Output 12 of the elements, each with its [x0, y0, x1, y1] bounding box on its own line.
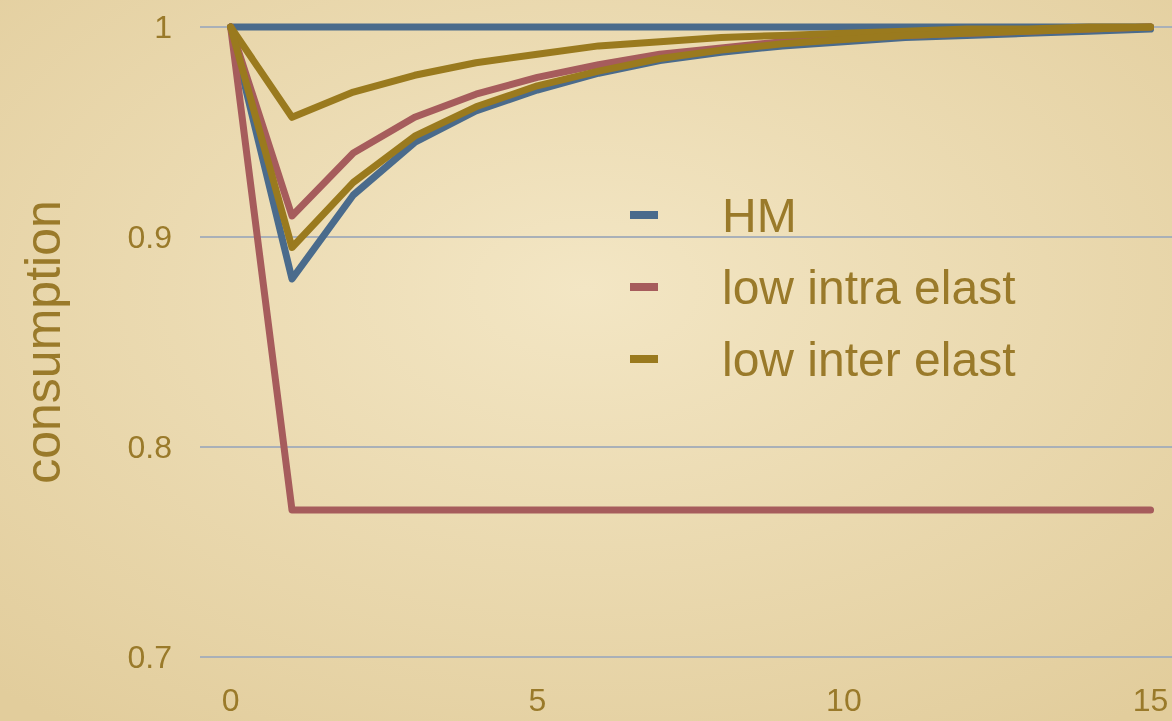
y-tick-label: 0.7	[127, 639, 172, 676]
legend-label: low inter elast	[722, 332, 1016, 386]
x-tick-label: 10	[826, 682, 862, 718]
y-tick-label: 0.8	[127, 429, 172, 466]
x-tick-label: 0	[221, 682, 240, 718]
x-tick-label: 15	[1132, 682, 1169, 718]
y-axis-title: consumption	[15, 200, 71, 484]
legend-label: low intra elast	[722, 260, 1016, 314]
legend-label: HM	[722, 188, 797, 242]
y-tick-label: 1	[154, 9, 172, 46]
x-tick-label: 5	[528, 682, 547, 718]
y-tick-label: 0.9	[127, 219, 172, 256]
